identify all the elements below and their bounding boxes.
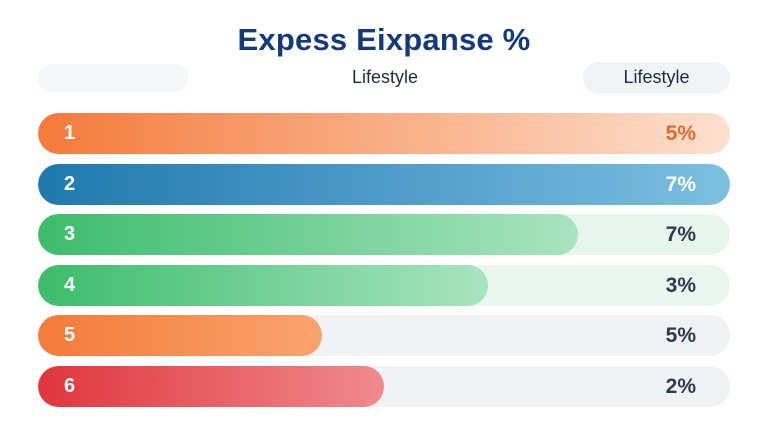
bar-value-label: 3% — [665, 273, 696, 297]
bar — [38, 163, 730, 205]
header-right-pill — [583, 62, 730, 94]
bar — [38, 315, 322, 357]
bar-rank-label: 1 — [64, 122, 76, 144]
bar-value-label: 5% — [665, 122, 696, 145]
bar — [38, 264, 488, 306]
chart-title: Expess Eixpanse % — [237, 22, 531, 57]
bar-rank-label: 4 — [64, 273, 76, 296]
bar-row-1: 1 5% — [38, 113, 730, 154]
bar — [38, 214, 578, 256]
header-left-pill — [38, 64, 188, 92]
bar-row-5: 5 5% — [38, 315, 730, 357]
bar-value-label: 7% — [665, 223, 696, 247]
bar-row-2: 2 7% — [38, 163, 730, 205]
right-column-header: Lifestyle — [623, 67, 690, 87]
bar-row-6: 6 2% — [38, 365, 730, 407]
bar-value-label: 5% — [665, 324, 696, 348]
bar — [38, 113, 730, 154]
column-label: Lifestyle — [351, 67, 419, 87]
bar-rows: 1 5% 2 7% 3 7% 4 3% 5 5% 6 2% — [38, 113, 730, 417]
bar-rank-label: 3 — [64, 223, 76, 246]
bar-rank-label: 5 — [64, 324, 76, 347]
bar-row-4: 4 3% — [38, 264, 730, 306]
bar-rank-label: 2 — [64, 172, 76, 195]
bar-value-label: 7% — [665, 172, 696, 196]
bar-value-label: 2% — [665, 374, 696, 398]
bar — [38, 365, 384, 407]
bar-row-3: 3 7% — [38, 214, 730, 256]
bar-rank-label: 6 — [64, 374, 76, 397]
